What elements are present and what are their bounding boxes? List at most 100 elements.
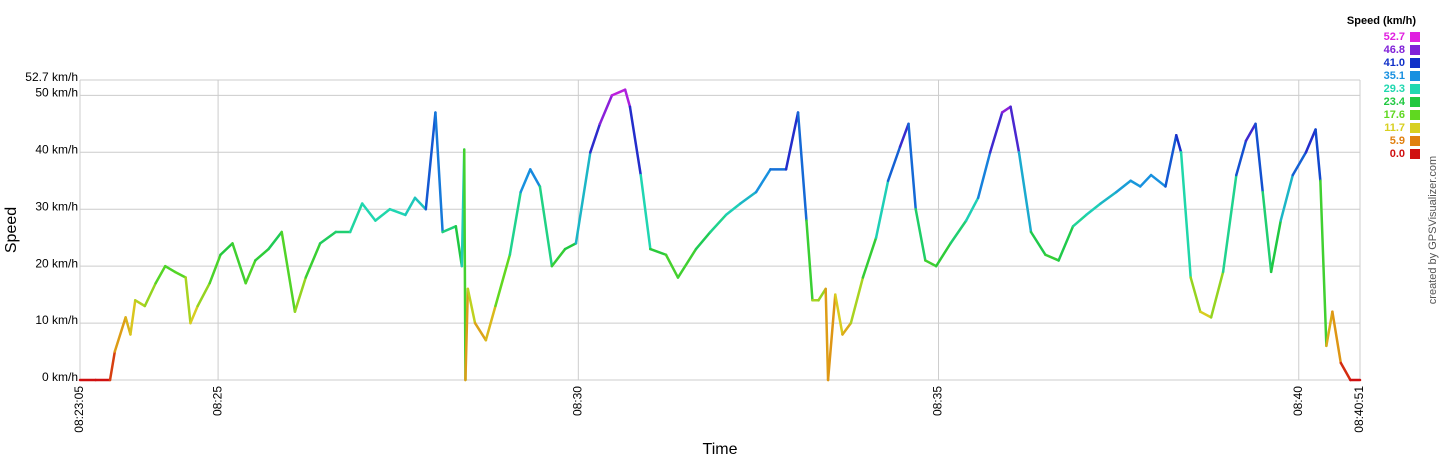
speed-segment [388, 207, 407, 217]
speed-segment [824, 287, 830, 382]
speed-segment [360, 202, 377, 222]
x-tick-label: 08:30 [570, 386, 584, 416]
speed-segment [1189, 276, 1202, 313]
legend-label: 11.7 [1384, 122, 1405, 134]
legend-label: 17.6 [1384, 109, 1405, 121]
speed-segment [1314, 128, 1322, 183]
speed-segment [404, 196, 417, 217]
speed-segment [1084, 202, 1102, 217]
speed-segment [739, 190, 758, 205]
legend-swatch [1410, 123, 1420, 133]
speed-segment [1244, 122, 1257, 143]
speed-segment [154, 264, 167, 285]
speed-segment [473, 321, 488, 342]
speed-segment [1235, 139, 1248, 177]
speed-segment [976, 151, 992, 200]
speed-segment [1179, 151, 1192, 279]
speed-segment [1009, 105, 1021, 154]
speed-segment [1114, 179, 1132, 194]
speed-segment [805, 219, 814, 302]
speed-segment [219, 242, 234, 257]
speed-segment [484, 304, 497, 342]
speed-segment [1269, 219, 1283, 274]
speed-segment [244, 259, 257, 285]
speed-segment [1017, 151, 1033, 234]
speed-segment [304, 242, 322, 279]
speed-segment [318, 230, 338, 245]
y-tick-label: 30 km/h [35, 199, 78, 213]
speed-segment [676, 247, 698, 279]
speed-segment [849, 276, 865, 325]
legend-label: 41.0 [1384, 57, 1405, 69]
speed-segment [441, 225, 458, 234]
speed-segment [563, 242, 578, 251]
speed-segment [694, 230, 712, 251]
speed-segment [538, 185, 554, 268]
speed-segment [623, 88, 632, 109]
speed-segment [267, 230, 283, 251]
speed-segment [1331, 310, 1343, 365]
speed-segment [898, 122, 910, 148]
speed-segment [254, 247, 270, 262]
speed-segment [754, 168, 772, 194]
speed-segment [841, 321, 853, 336]
y-tick-label: 52.7 km/h [25, 70, 78, 84]
speed-segment [519, 168, 532, 194]
speed-segment [817, 287, 827, 302]
speed-segment [1164, 133, 1178, 188]
speed-segment [108, 350, 117, 382]
legend-label: 0.0 [1390, 148, 1405, 160]
speed-segment [934, 242, 952, 268]
speed-segment [164, 264, 177, 274]
x-tick-label: 08:35 [931, 386, 945, 416]
speed-segment [189, 304, 199, 325]
speed-segment [610, 88, 627, 97]
speed-segment [208, 253, 222, 285]
speed-segment [424, 111, 437, 211]
speed-segment [173, 270, 187, 279]
speed-segment [1339, 361, 1352, 382]
legend-swatch [1410, 97, 1420, 107]
legend-swatch [1410, 45, 1420, 55]
speed-segment [1044, 253, 1060, 262]
speed-segment [964, 196, 980, 222]
legend-label: 52.7 [1384, 31, 1405, 43]
legend-swatch [1410, 110, 1420, 120]
speed-segment [1291, 151, 1308, 177]
y-tick-label: 0 km/h [42, 370, 78, 384]
speed-segment [1261, 190, 1273, 274]
y-axis-title: Speed [3, 207, 20, 253]
speed-segment [988, 111, 1004, 154]
speed-segment [949, 219, 968, 245]
speed-segment [1071, 213, 1088, 228]
legend-label: 23.4 [1384, 96, 1406, 108]
speed-segment [1139, 173, 1153, 188]
speed-segment [861, 236, 878, 279]
legend-swatch [1410, 58, 1420, 68]
speed-segment [574, 151, 592, 245]
speed-segment [494, 253, 512, 308]
speed-segment [196, 281, 211, 308]
speed-segment [826, 293, 837, 382]
speed-segment [628, 105, 643, 177]
speed-segment [796, 111, 808, 222]
speed-segment [784, 111, 800, 171]
speed-segment [924, 259, 938, 268]
speed-segment [529, 168, 542, 188]
speed-segment [1325, 310, 1334, 348]
legend-label: 29.3 [1384, 83, 1405, 95]
speed-segment [1057, 225, 1075, 262]
y-tick-label: 20 km/h [35, 256, 78, 270]
legend-swatch [1410, 32, 1420, 42]
speed-segment [550, 247, 567, 268]
speed-segment [907, 122, 917, 211]
speed-segment [639, 173, 652, 251]
speed-segment [293, 276, 307, 313]
speed-segment [508, 190, 522, 257]
speed-segment [1000, 105, 1012, 114]
speed-segment [1209, 270, 1225, 319]
legend-label: 46.8 [1384, 44, 1405, 56]
speed-segment [649, 247, 668, 257]
legend-swatch [1410, 136, 1420, 146]
